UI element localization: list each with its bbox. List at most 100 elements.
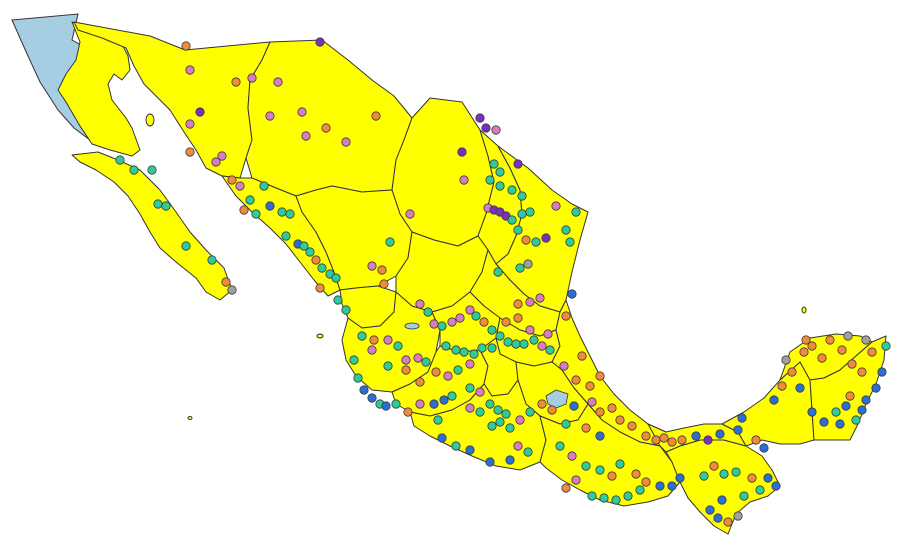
- location-marker: [567, 289, 577, 299]
- location-marker: [391, 399, 401, 409]
- location-marker: [733, 511, 743, 521]
- location-marker: [763, 473, 773, 483]
- location-marker: [259, 181, 269, 191]
- location-marker: [493, 405, 503, 415]
- location-marker: [513, 299, 523, 309]
- location-marker: [491, 125, 501, 135]
- location-marker: [481, 123, 491, 133]
- island-marias: [316, 333, 324, 339]
- location-marker: [501, 409, 511, 419]
- location-marker: [153, 199, 163, 209]
- location-marker: [759, 443, 769, 453]
- location-marker: [595, 407, 605, 417]
- location-marker: [713, 513, 723, 523]
- location-marker: [659, 433, 669, 443]
- location-marker: [501, 317, 511, 327]
- location-marker: [485, 175, 495, 185]
- location-marker: [709, 461, 719, 471]
- location-marker: [515, 263, 525, 273]
- location-marker: [831, 407, 841, 417]
- location-marker: [525, 407, 535, 417]
- location-marker: [439, 395, 449, 405]
- location-marker: [321, 123, 331, 133]
- location-marker: [451, 345, 461, 355]
- location-marker: [231, 77, 241, 87]
- marker-layer: [115, 37, 891, 527]
- location-marker: [537, 341, 547, 351]
- location-marker: [227, 175, 237, 185]
- location-marker: [547, 405, 557, 415]
- location-marker: [357, 331, 367, 341]
- location-marker: [489, 159, 499, 169]
- location-marker: [667, 437, 677, 447]
- location-marker: [705, 505, 715, 515]
- location-marker: [523, 447, 533, 457]
- location-marker: [507, 185, 517, 195]
- location-marker: [525, 297, 535, 307]
- location-marker: [795, 383, 805, 393]
- location-marker: [739, 491, 749, 501]
- location-marker: [469, 349, 479, 359]
- location-marker: [211, 157, 221, 167]
- island-cozumel: [801, 306, 807, 314]
- location-marker: [465, 305, 475, 315]
- location-marker: [691, 431, 701, 441]
- location-marker: [835, 419, 845, 429]
- location-marker: [429, 319, 439, 329]
- location-marker: [311, 255, 321, 265]
- location-marker: [513, 159, 523, 169]
- location-marker: [437, 433, 447, 443]
- location-marker: [845, 391, 855, 401]
- location-marker: [247, 73, 257, 83]
- location-marker: [565, 237, 575, 247]
- location-marker: [515, 415, 525, 425]
- location-marker: [367, 393, 377, 403]
- location-marker: [545, 345, 555, 355]
- location-marker: [487, 421, 497, 431]
- location-marker: [185, 65, 195, 75]
- location-marker: [207, 255, 217, 265]
- location-marker: [851, 415, 861, 425]
- location-marker: [485, 399, 495, 409]
- location-marker: [513, 313, 523, 323]
- location-marker: [561, 483, 571, 493]
- location-marker: [453, 365, 463, 375]
- location-marker: [403, 407, 413, 417]
- location-marker: [465, 445, 475, 455]
- location-marker: [493, 267, 503, 277]
- location-marker: [581, 461, 591, 471]
- location-marker: [251, 209, 261, 219]
- location-marker: [561, 225, 571, 235]
- location-marker: [447, 391, 457, 401]
- location-marker: [277, 207, 287, 217]
- location-marker: [535, 293, 545, 303]
- location-marker: [715, 429, 725, 439]
- location-marker: [185, 147, 195, 157]
- location-marker: [147, 165, 157, 175]
- location-marker: [581, 423, 591, 433]
- location-marker: [385, 237, 395, 247]
- location-marker: [627, 421, 637, 431]
- location-marker: [731, 467, 741, 477]
- location-marker: [495, 181, 505, 191]
- location-marker: [297, 107, 307, 117]
- location-marker: [747, 473, 757, 483]
- location-marker: [595, 431, 605, 441]
- location-marker: [541, 233, 551, 243]
- location-marker: [511, 339, 521, 349]
- location-marker: [525, 325, 535, 335]
- location-marker: [475, 407, 485, 417]
- location-marker: [847, 359, 857, 369]
- location-marker: [459, 347, 469, 357]
- location-marker: [677, 435, 687, 445]
- location-marker: [299, 241, 309, 251]
- location-marker: [239, 205, 249, 215]
- location-marker: [523, 259, 533, 269]
- location-marker: [585, 381, 595, 391]
- location-marker: [285, 209, 295, 219]
- location-marker: [369, 335, 379, 345]
- location-marker: [433, 415, 443, 425]
- location-marker: [465, 359, 475, 369]
- location-marker: [487, 325, 497, 335]
